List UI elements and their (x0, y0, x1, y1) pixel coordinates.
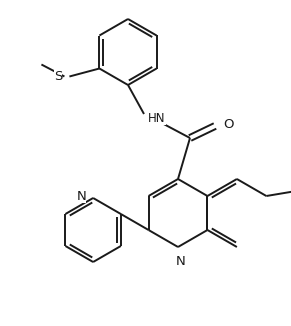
Text: N: N (176, 255, 186, 268)
Text: O: O (223, 117, 233, 130)
Text: S: S (54, 70, 63, 83)
Text: N: N (76, 189, 86, 202)
Text: HN: HN (148, 111, 166, 125)
